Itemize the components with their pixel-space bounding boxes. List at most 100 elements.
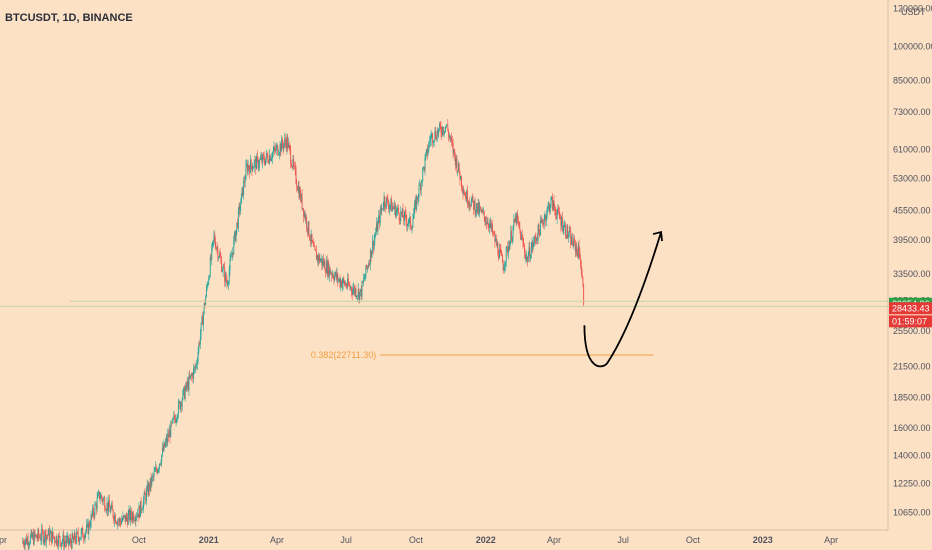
candle-body [196, 364, 198, 366]
candle-body [407, 224, 409, 226]
candle-body [499, 249, 501, 250]
candle-body [523, 243, 525, 246]
candle-body [438, 128, 440, 134]
candle-body [182, 390, 184, 400]
candle-body [209, 276, 210, 279]
candle-body [328, 267, 330, 277]
candle-body [169, 430, 171, 438]
candle-body [162, 447, 164, 451]
candle-body [421, 180, 423, 182]
candle-body [22, 541, 24, 544]
candle-body [376, 223, 377, 233]
candle-body [391, 199, 393, 212]
candle-body [562, 230, 564, 232]
candle-body [45, 535, 47, 542]
candle-body [433, 140, 435, 143]
candle-body [574, 238, 575, 242]
candle-body [508, 246, 510, 250]
candle-body [357, 295, 358, 297]
candle-body [341, 283, 343, 288]
candle-body [133, 520, 135, 521]
candle-body [481, 210, 483, 212]
candle-body [68, 542, 70, 544]
candle-body [191, 374, 193, 376]
price-tick-label: 25500.00 [893, 326, 931, 336]
candle-body [398, 207, 399, 213]
candle-body [400, 211, 402, 221]
candle-body [148, 483, 150, 495]
candle-body [227, 284, 229, 286]
candle-body [479, 207, 481, 209]
candle-body [362, 281, 364, 283]
candle-body [530, 256, 531, 260]
candle-body [524, 245, 525, 253]
candle-body [212, 240, 214, 243]
candle-body [567, 225, 569, 237]
candle-body [467, 204, 469, 206]
candle-body [424, 157, 426, 171]
candle-body [367, 266, 369, 267]
candle-body [151, 476, 153, 486]
candle-body [464, 192, 465, 196]
candle-body [280, 144, 282, 152]
candle-body [87, 523, 89, 534]
candle-body [246, 163, 248, 166]
candle-body [58, 535, 60, 537]
candle-body [454, 155, 456, 166]
candle-body [470, 205, 472, 207]
candle-body [103, 498, 105, 500]
candle-body [316, 251, 317, 260]
candle-body [347, 278, 349, 285]
candle-body [281, 139, 283, 152]
candle-body [281, 139, 283, 146]
candle-body [234, 232, 236, 241]
candle-body [117, 520, 119, 525]
candle-body [526, 256, 528, 258]
candle-body [178, 401, 180, 403]
time-tick-label: Oct [409, 535, 424, 545]
candle-body [320, 258, 322, 261]
candle-body [105, 509, 106, 511]
currency-label: USDT [901, 7, 926, 17]
candle-body [99, 498, 101, 499]
candle-body [555, 214, 557, 219]
candle-body [435, 131, 437, 138]
candle-body [275, 146, 277, 151]
candle-body [168, 430, 170, 438]
candle-body [459, 173, 461, 180]
candle-body [63, 534, 65, 547]
candle-body [146, 489, 147, 501]
candle-body [564, 224, 566, 236]
candle-body [209, 257, 211, 277]
candle-body [59, 536, 61, 542]
candle-body [23, 541, 24, 545]
candle-body [83, 538, 85, 540]
candle-body [549, 206, 551, 212]
candle-body [39, 536, 41, 540]
candle-body [411, 227, 413, 230]
candle-body [75, 540, 77, 543]
time-tick-label: Apr [547, 535, 561, 545]
candle-body [35, 535, 37, 538]
candle-body [231, 256, 232, 258]
candle-body [425, 152, 427, 158]
candle-body [129, 510, 131, 521]
candle-body [364, 276, 366, 279]
candle-body [52, 531, 54, 538]
price-tick-label: 16000.00 [893, 423, 931, 433]
price-tick-label: 18500.00 [893, 393, 931, 403]
candle-body [318, 255, 320, 261]
candle-body [96, 497, 98, 509]
candle-body [381, 207, 383, 211]
candle-body [442, 127, 444, 134]
candle-body [237, 222, 239, 228]
candle-body [205, 287, 207, 297]
candle-body [207, 284, 209, 286]
candle-body [361, 281, 363, 297]
candle-body [60, 541, 62, 547]
candle-body [90, 514, 92, 527]
candle-body [131, 516, 133, 521]
candle-body [560, 219, 562, 227]
candle-body [454, 149, 456, 156]
